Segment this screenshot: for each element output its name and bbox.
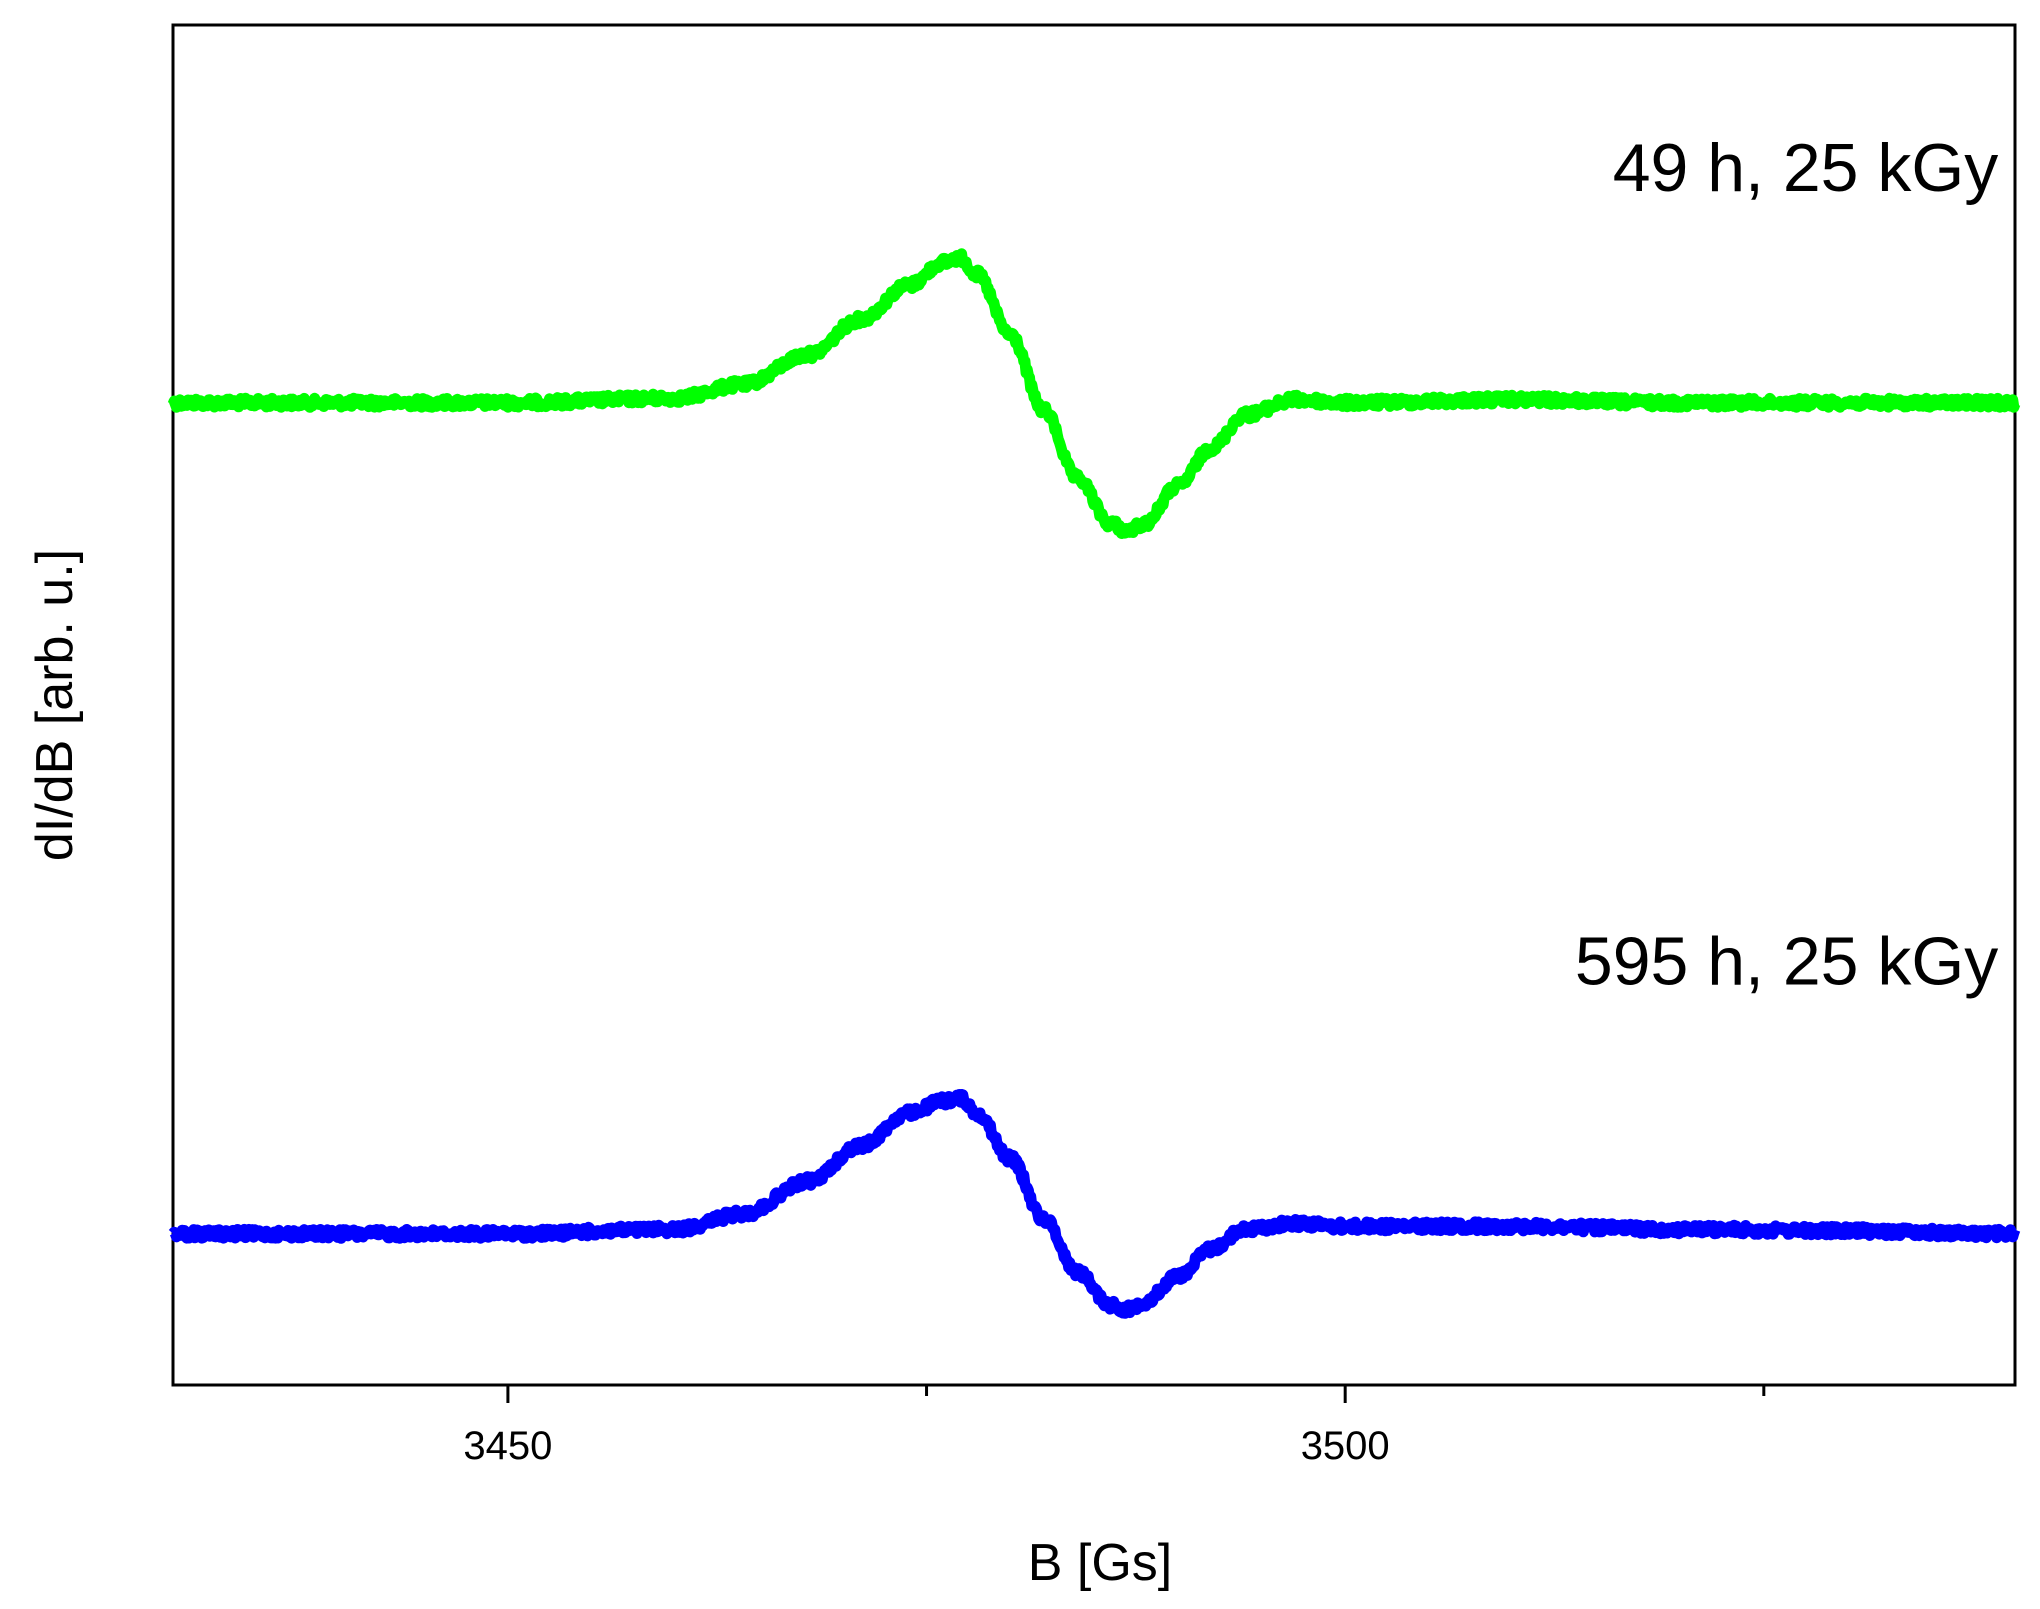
x-axis-label: B [Gs] bbox=[1028, 1534, 1172, 1592]
series-line-1 bbox=[167, 248, 2021, 539]
x-tick-label-3450: 3450 bbox=[463, 1424, 552, 1468]
x-axis-tick-labels: 3450 3500 bbox=[463, 1424, 1389, 1468]
x-axis-ticks bbox=[506, 1385, 1766, 1403]
series-line-2 bbox=[168, 1089, 2021, 1319]
series-annotations: 49 h, 25 kGy 595 h, 25 kGy bbox=[1575, 130, 1998, 999]
series-annotation-1: 49 h, 25 kGy bbox=[1613, 130, 1999, 206]
series-annotation-2: 595 h, 25 kGy bbox=[1575, 924, 1998, 1000]
y-axis-label: dI/dB [arb. u.] bbox=[26, 549, 84, 861]
x-tick-label-3500: 3500 bbox=[1301, 1424, 1390, 1468]
series-layer bbox=[167, 248, 2021, 1319]
plot-area bbox=[171, 23, 2017, 1387]
